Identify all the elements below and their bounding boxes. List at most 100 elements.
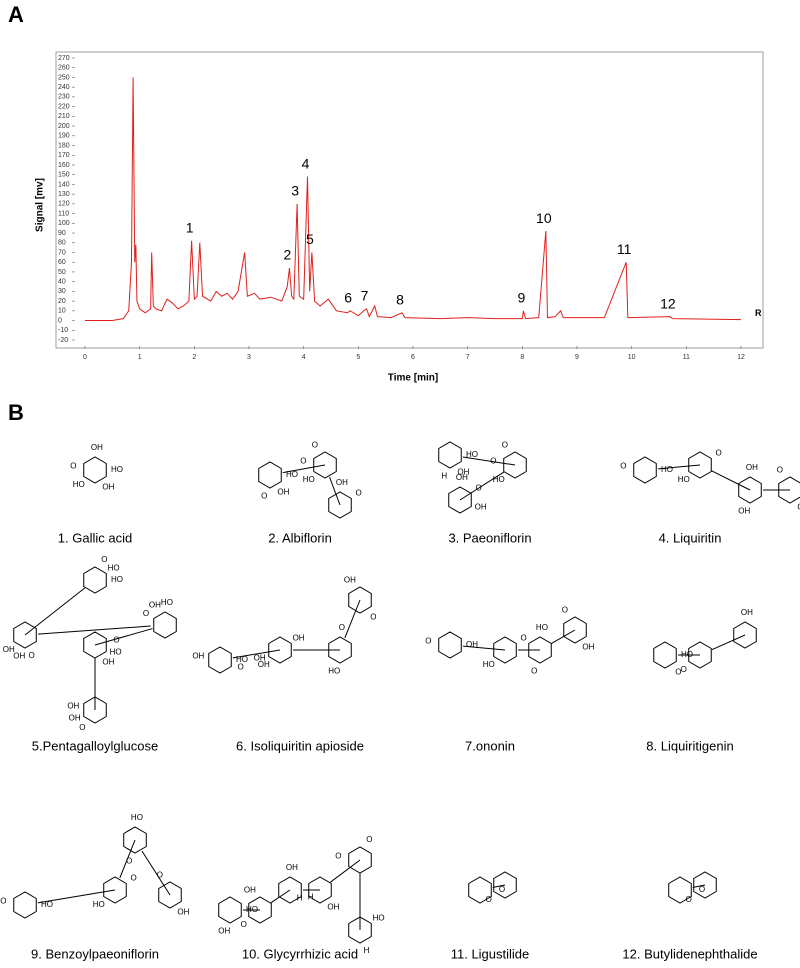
compound-name: 3. Paeoniflorin [448, 530, 531, 545]
atom-label: OH [466, 640, 478, 649]
peak-label: 5 [306, 231, 314, 247]
atom-label: OH [475, 503, 487, 512]
atom-label: O [681, 665, 687, 674]
atom-label: O [126, 856, 132, 865]
atom-label: HO [466, 450, 478, 459]
peak-label: 1 [186, 220, 194, 236]
y-tick-label: 70 [58, 249, 66, 256]
ring [688, 641, 712, 669]
ring [348, 586, 372, 614]
ring [308, 876, 332, 904]
atom-label: HO [483, 660, 495, 669]
compound-name: 7.ononin [465, 738, 515, 753]
atom-label: HO [678, 475, 690, 484]
ring [733, 621, 757, 649]
atom-label: O [79, 723, 85, 732]
compound: 4. Liquiritin HO HO OH OH O O OH O [620, 448, 800, 545]
atom-label: O [520, 633, 526, 642]
atom-label: O [699, 885, 705, 894]
bond [644, 464, 701, 471]
atom-label: OH [582, 643, 594, 652]
y-tick-label: 150 [58, 172, 70, 179]
bond [699, 634, 746, 656]
atom-label: O [686, 895, 692, 904]
ring [218, 896, 242, 924]
atom-label: OH [344, 576, 356, 585]
y-tick-label: 10 [58, 308, 66, 315]
ring [468, 876, 492, 904]
x-tick-label: 5 [356, 354, 360, 361]
ring [448, 486, 472, 514]
ring [13, 891, 37, 919]
peak-label: 3 [291, 183, 299, 199]
y-tick-label: 50 [58, 269, 66, 276]
atom-label: OH [254, 653, 266, 662]
ring [153, 611, 177, 639]
x-tick-label: 0 [83, 354, 87, 361]
ring [83, 456, 107, 484]
compound: 5.PentagalloylglucoseHOOHHOOHOHHOOHOHHOO… [3, 555, 177, 753]
y-tick-label: -10 [58, 327, 68, 334]
atom-label: O [157, 871, 163, 880]
series-label: R [755, 308, 762, 318]
atom-label: HO [111, 465, 123, 474]
atom-label: HO [246, 905, 258, 914]
y-tick-label: 140 [58, 181, 70, 188]
ring [278, 876, 302, 904]
atom-label: O [101, 555, 107, 564]
compound-name: 5.Pentagalloylglucose [32, 738, 158, 753]
atom-label: HO [493, 475, 505, 484]
x-tick-label: 7 [466, 354, 470, 361]
atom-label: OH [797, 503, 800, 512]
atom-label: HO [661, 465, 673, 474]
y-tick-label: 220 [58, 103, 70, 110]
ring [738, 476, 762, 504]
ring [778, 476, 800, 504]
atom-label: OH [102, 658, 114, 667]
bond [319, 859, 361, 891]
ring [103, 876, 127, 904]
compound-name: 2. Albiflorin [268, 530, 332, 545]
bond [479, 884, 506, 891]
bond [114, 839, 136, 891]
panel-label: B [8, 400, 24, 425]
atom-label: OH [177, 908, 189, 917]
atom-label: O [562, 606, 568, 615]
atom-label: HO [373, 913, 385, 922]
atom-label: O [300, 456, 306, 465]
atom-label: HO [41, 900, 53, 909]
atom-label: HO [73, 480, 85, 489]
atom-label: O [366, 835, 372, 844]
atom-label: OH [293, 633, 305, 642]
atom-label: O [241, 920, 247, 929]
atom-label: OH [91, 443, 103, 452]
compound-name: 12. Butylidenephthalide [622, 946, 757, 961]
peak-label: 11 [617, 241, 632, 257]
atom-label: OH [149, 601, 161, 610]
atom-label: O [355, 488, 361, 497]
bond [449, 644, 506, 651]
y-tick-label: 20 [58, 298, 66, 305]
atom-label: O [620, 461, 626, 470]
peak-label: 9 [518, 290, 526, 306]
bond [339, 599, 361, 651]
y-tick-label: 270 [58, 55, 70, 62]
atom-label: H [308, 893, 314, 902]
compound: 1. Gallic acid HO HO OH OH O [58, 443, 132, 545]
compound: 6. Isoliquiritin apiosideHOOHOOOHOHHOOHO… [192, 576, 376, 754]
atom-label: OH [738, 506, 750, 515]
atom-label: OH [192, 651, 204, 660]
atom-label: OH [69, 713, 81, 722]
compound-name: 8. Liquiritigenin [646, 738, 733, 753]
atom-label: O [312, 441, 318, 450]
atom-label: O [335, 851, 341, 860]
ring [348, 916, 372, 944]
ring [438, 441, 462, 469]
atom-label: OH [258, 660, 270, 669]
peak-label: 7 [361, 288, 369, 304]
ring [83, 566, 107, 594]
atom-label: OH [457, 468, 469, 477]
